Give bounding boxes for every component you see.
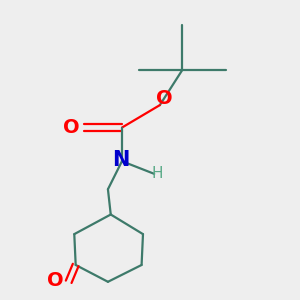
Text: H: H	[152, 166, 163, 181]
Text: O: O	[156, 88, 172, 108]
Text: N: N	[112, 150, 129, 170]
Text: O: O	[63, 118, 80, 137]
Text: O: O	[47, 271, 64, 290]
